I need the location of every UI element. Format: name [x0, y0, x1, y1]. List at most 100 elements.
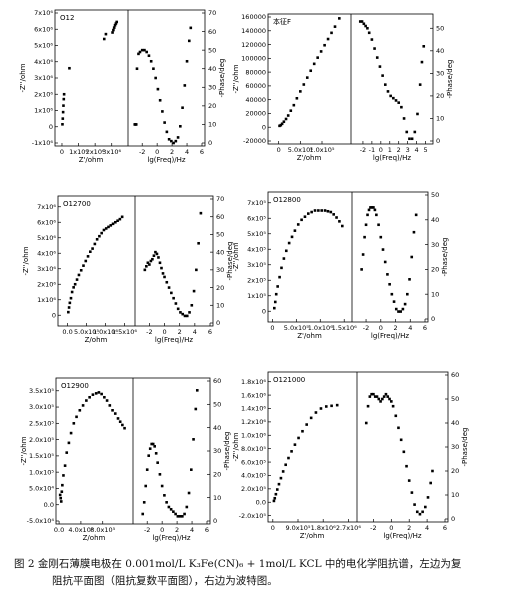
- left-data-point: [61, 110, 65, 114]
- right-data-point: [386, 90, 390, 93]
- right-data-point: [174, 139, 178, 143]
- y-tick-label: 50: [216, 231, 224, 239]
- left-data-point: [79, 269, 83, 272]
- right-data-point: [183, 84, 187, 87]
- left-data-point: [309, 69, 313, 73]
- left-data-point: [286, 114, 290, 117]
- right-data-point: [195, 389, 199, 392]
- left-data-point: [100, 392, 103, 396]
- y-tick-label: 20: [216, 284, 224, 292]
- x-tick-label: 4: [185, 148, 189, 156]
- y-tick-label: 20: [208, 102, 216, 110]
- y-tick-label: 40: [431, 216, 439, 224]
- x-tick-label: 5: [423, 146, 427, 154]
- right-data-point: [158, 473, 162, 476]
- right-data-point: [190, 303, 194, 307]
- left-data-point: [115, 20, 119, 24]
- x-tick-label: 1.5x10⁶: [112, 328, 137, 336]
- right-data-point: [373, 395, 377, 398]
- left-data-point: [105, 399, 109, 402]
- right-data-point: [408, 137, 411, 141]
- right-data-point: [386, 395, 390, 398]
- sample-label: O121000: [273, 376, 305, 384]
- x-tick-label: 0: [155, 148, 159, 156]
- x-tick-label: 2: [170, 148, 174, 156]
- right-data-point: [403, 302, 407, 306]
- left-data-point: [305, 76, 309, 79]
- y-tick-label: 1.8x10⁶: [241, 378, 266, 386]
- right-data-point: [400, 105, 403, 109]
- right-data-point: [167, 137, 171, 141]
- y-tick-label: 30: [213, 447, 221, 455]
- right-data-point: [185, 59, 189, 63]
- y-tick-label: 40: [208, 65, 216, 73]
- right-data-point: [192, 289, 196, 293]
- x-tick-label: 4: [425, 524, 429, 532]
- left-data-point: [78, 409, 82, 412]
- right-data-point: [181, 106, 184, 110]
- right-data-point: [373, 208, 377, 212]
- left-data-point: [335, 403, 339, 407]
- y-tick-label: 0.0: [256, 498, 266, 506]
- x-axis-label: lg(Freq)/Hz: [147, 156, 185, 164]
- left-data-point: [103, 395, 106, 399]
- right-data-point: [155, 252, 159, 256]
- right-data-point: [372, 392, 375, 396]
- right-data-point: [382, 395, 386, 398]
- right-data-point: [426, 496, 430, 499]
- right-data-point: [399, 310, 402, 313]
- left-data-point: [319, 50, 323, 53]
- right-data-point: [362, 22, 366, 26]
- left-data-point: [305, 423, 308, 426]
- x-tick-label: -2: [360, 146, 366, 154]
- left-data-point: [278, 275, 281, 279]
- left-data-point: [121, 423, 124, 427]
- right-data-point: [392, 300, 396, 303]
- left-data-point: [107, 225, 110, 229]
- y-tick-label: 10: [213, 494, 221, 502]
- chart-pair-6: 0 9.0x10⁵ 1.8x10⁶ 2.7x10⁶-2.0x10⁵0.02.0x10⁵…: [232, 371, 469, 540]
- right-data-point: [370, 206, 374, 209]
- left-data-point: [296, 223, 300, 226]
- x-tick-label: 6: [205, 526, 209, 534]
- right-data-point: [188, 311, 191, 314]
- right-data-point: [369, 206, 372, 209]
- right-data-point: [388, 282, 391, 286]
- right-data-point: [189, 26, 193, 30]
- y-tick-label: 60: [213, 377, 221, 385]
- x-axis-label: lg(Freq)/Hz: [155, 336, 193, 344]
- left-data-point: [62, 474, 65, 477]
- left-data-point: [100, 231, 103, 235]
- sample-label: O12: [60, 14, 74, 22]
- left-data-point: [111, 409, 114, 412]
- left-data-point: [91, 247, 94, 250]
- y-tick-label: 20: [431, 266, 439, 274]
- y-tick-label: 20: [436, 92, 444, 100]
- left-data-point: [98, 234, 101, 238]
- left-data-point: [93, 242, 97, 246]
- right-data-point: [424, 505, 427, 509]
- x-tick-label: -1: [369, 146, 375, 154]
- y-tick-label: 0: [216, 319, 220, 327]
- y-axis-label: -Phase/deg: [226, 242, 234, 281]
- x-axis-label: Z'/ohm: [300, 532, 325, 540]
- right-data-point: [415, 510, 419, 514]
- y-tick-label: 0: [208, 139, 212, 147]
- left-data-point: [69, 431, 73, 435]
- y-axis-label: -Z''/ohm: [19, 63, 27, 92]
- y-tick-label: 80000: [245, 68, 266, 76]
- right-data-point: [397, 426, 400, 430]
- left-data-point: [72, 286, 75, 289]
- x-axis-label: Z/ohm: [85, 336, 108, 344]
- right-data-point: [187, 491, 191, 495]
- right-data-point: [156, 461, 159, 464]
- right-data-point: [145, 265, 148, 268]
- y-tick-label: 2.0x10⁵: [241, 485, 266, 493]
- left-data-point: [314, 411, 318, 414]
- y-tick-label: 40000: [245, 96, 266, 104]
- right-data-point: [172, 141, 175, 145]
- left-data-point: [280, 266, 283, 270]
- right-data-point: [390, 400, 393, 403]
- right-data-point: [420, 60, 424, 64]
